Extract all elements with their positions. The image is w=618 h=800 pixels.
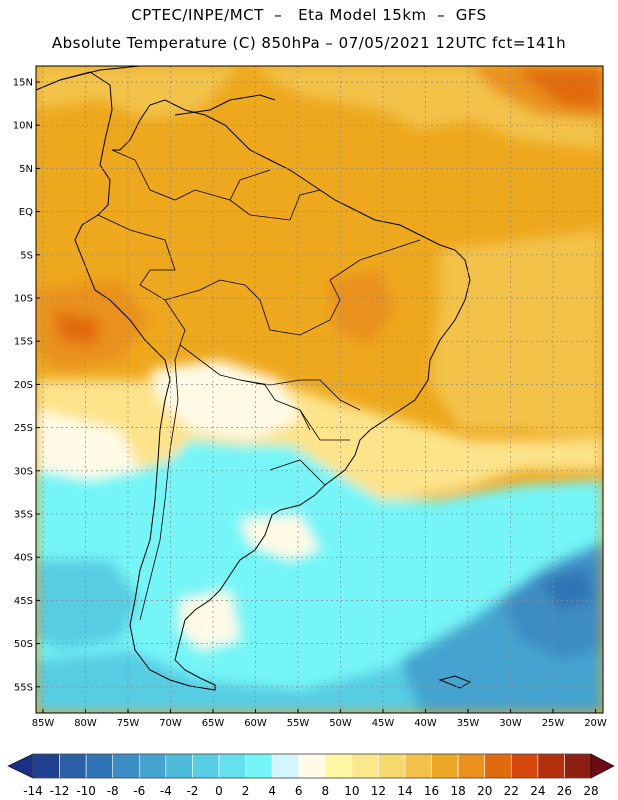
lat-label: 5S: [20, 250, 33, 261]
lat-label: 10N: [13, 121, 33, 132]
colorbar-label: 6: [295, 784, 303, 798]
colorbar-swatch: [564, 753, 592, 779]
colorbar-label: 26: [557, 784, 572, 798]
colorbar-swatch: [112, 753, 140, 779]
lat-label: 35S: [14, 510, 33, 521]
colorbar-label: 16: [424, 784, 439, 798]
colorbar-swatch: [245, 753, 273, 779]
colorbar-label: -4: [160, 784, 172, 798]
colorbar-swatch: [431, 753, 459, 779]
colorbar-swatch: [165, 753, 193, 779]
colorbar-swatch: [138, 753, 167, 779]
lon-label: 55W: [287, 718, 310, 729]
colorbar-label: -6: [133, 784, 145, 798]
colorbar-label: 12: [371, 784, 386, 798]
colorbar-label: 18: [451, 784, 466, 798]
map-frame: [35, 65, 604, 714]
lat-label: 25S: [14, 423, 33, 434]
colorbar-label: -10: [76, 784, 96, 798]
colorbar: -14 -12 -10 -8 -6 -4 -2 0 2 4 6 8 10 12 14 16 18 20 22 24 26…: [7, 753, 615, 798]
colorbar-label: 24: [530, 784, 545, 798]
lon-label: 45W: [372, 718, 395, 729]
lat-label: 5N: [19, 164, 33, 175]
colorbar-swatch: [457, 753, 486, 779]
colorbar-label: 14: [397, 784, 412, 798]
map-title-line2: Absolute Temperature (C) 850hPa – 07/05/…: [51, 34, 567, 52]
colorbar-swatch: [32, 753, 60, 779]
colorbar-swatch: [298, 753, 326, 779]
colorbar-label: 2: [242, 784, 250, 798]
colorbar-label: 22: [504, 784, 519, 798]
south-america-coastline: [35, 71, 471, 691]
lat-label: 55S: [14, 682, 33, 693]
lat-label: EQ: [19, 207, 33, 218]
lon-label: 35W: [457, 718, 480, 729]
coastlines: [35, 65, 472, 691]
island-south-georgia: [438, 675, 472, 689]
temperature-field: [36, 66, 603, 713]
colorbar-swatch: [404, 753, 432, 779]
colorbar-label: 10: [344, 784, 359, 798]
colorbar-left-arrow: [7, 753, 34, 779]
lon-label: 65W: [202, 718, 225, 729]
colorbar-swatch: [537, 753, 565, 779]
lon-label: 25W: [542, 718, 565, 729]
lat-label: 45S: [14, 596, 33, 607]
colorbar-swatch: [85, 753, 114, 779]
lon-label: 75W: [117, 718, 140, 729]
colorbar-label: -8: [107, 784, 119, 798]
colorbar-swatch: [351, 753, 379, 779]
lat-label: 15N: [13, 78, 33, 89]
country-borders: [97, 149, 421, 621]
latitude-labels: 15N 10N 5N EQ 5S 10S 15S 20S 25S 30S 35S 40S 45S 50S 5…: [13, 78, 40, 693]
colorbar-label: 20: [477, 784, 492, 798]
colorbar-label: 28: [583, 784, 598, 798]
lon-label: 40W: [414, 718, 437, 729]
lon-label: 20W: [584, 718, 607, 729]
colorbar-label: -12: [50, 784, 70, 798]
lon-label: 80W: [74, 718, 97, 729]
lat-label: 20S: [14, 380, 33, 391]
colorbar-swatch: [192, 753, 220, 779]
central-america-coastline: [59, 65, 141, 81]
colorbar-label: 8: [321, 784, 329, 798]
map-title-line1: CPTEC/INPE/MCT – Eta Model 15km – GFS: [131, 6, 487, 24]
colorbar-label: 4: [268, 784, 276, 798]
colorbar-swatch: [271, 753, 300, 779]
lon-label: 30W: [499, 718, 522, 729]
lon-label: 50W: [329, 718, 352, 729]
colorbar-label: -2: [186, 784, 198, 798]
lat-label: 50S: [14, 639, 33, 650]
longitude-labels: 85W 80W 75W 70W 65W 60W 55W 50W 45W 40W 35W 30W 25W 2…: [32, 709, 607, 729]
colorbar-swatch: [59, 753, 87, 779]
caribbean-coastline: [174, 94, 276, 116]
colorbar-swatch: [484, 753, 512, 779]
colorbar-swatch: [324, 753, 353, 779]
lat-label: 30S: [14, 466, 33, 477]
colorbar-label: -14: [23, 784, 43, 798]
colorbar-swatch: [378, 753, 406, 779]
lat-label: 40S: [14, 553, 33, 564]
colorbar-right-arrow: [590, 753, 615, 779]
lat-label: 15S: [14, 337, 33, 348]
lat-label: 10S: [14, 294, 33, 305]
lon-label: 85W: [32, 718, 55, 729]
colorbar-swatch: [510, 753, 539, 779]
lon-label: 60W: [244, 718, 267, 729]
colorbar-swatch: [218, 753, 246, 779]
lon-label: 70W: [159, 718, 182, 729]
colorbar-label: 0: [215, 784, 223, 798]
